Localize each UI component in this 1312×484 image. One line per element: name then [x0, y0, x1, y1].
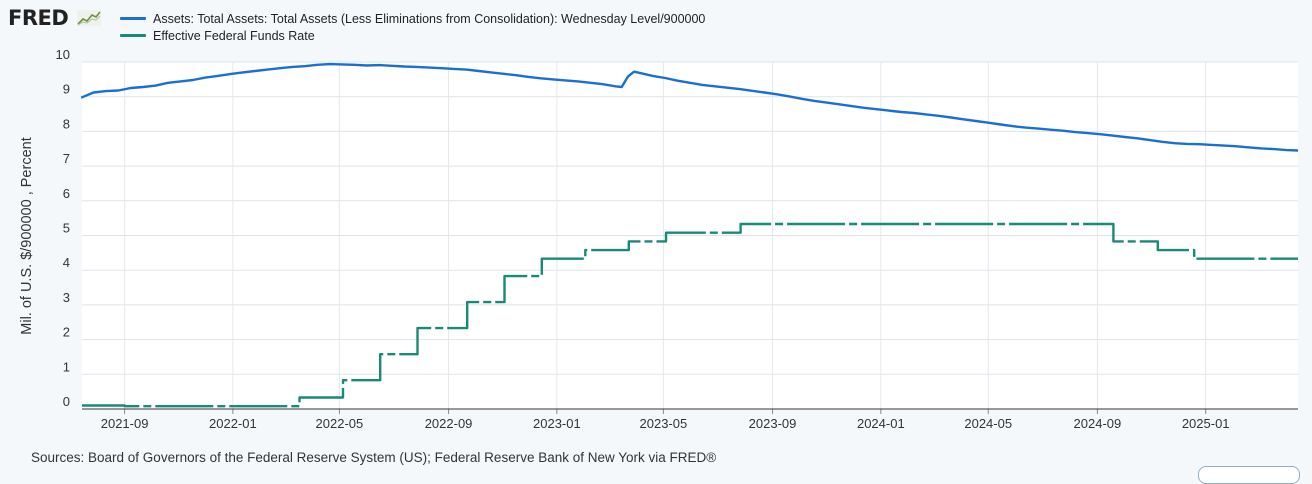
legend-label-assets: Assets: Total Assets: Total Assets (Less…	[153, 11, 706, 26]
x-tick-label: 2024-05	[964, 416, 1012, 431]
x-tick-label: 2022-09	[425, 416, 473, 431]
legend-item-fed-funds[interactable]: Effective Federal Funds Rate	[120, 27, 705, 44]
legend-swatch-fed-funds	[120, 34, 146, 37]
x-tick-label: 2023-05	[640, 416, 688, 431]
y-tick-label: 9	[63, 82, 70, 97]
plot-area[interactable]: 0 1 2 3 4 5 6 7 8 9 10 2021-09 2022-01 2022-05 2022-0…	[0, 0, 1312, 474]
series-line-fed-funds[interactable]	[82, 222, 1298, 408]
y-tick-label: 10	[56, 47, 70, 62]
y-tick-label: 7	[63, 151, 70, 166]
chart-legend: Assets: Total Assets: Total Assets (Less…	[120, 10, 705, 44]
download-tab-button[interactable]	[1198, 466, 1300, 484]
x-tick-label: 2024-01	[857, 416, 905, 431]
y-tick-label: 6	[63, 186, 70, 201]
y-tick-label: 2	[63, 325, 70, 340]
x-tick-label: 2024-09	[1074, 416, 1122, 431]
x-tick-label: 2023-09	[749, 416, 797, 431]
y-tick-label: 3	[63, 290, 70, 305]
x-tick-label: 2023-01	[533, 416, 581, 431]
legend-item-assets[interactable]: Assets: Total Assets: Total Assets (Less…	[120, 10, 705, 27]
x-tick-label: 2025-01	[1182, 416, 1230, 431]
y-tick-labels: 0 1 2 3 4 5 6 7 8 9 10	[56, 47, 70, 409]
fred-logo-text: FRED	[8, 6, 69, 30]
y-tick-label: 5	[63, 221, 70, 236]
y-tick-label: 1	[63, 359, 70, 374]
x-tick-labels: 2021-09 2022-01 2022-05 2022-09 2023-01 2023-…	[101, 416, 1230, 431]
x-tick-label: 2022-01	[209, 416, 257, 431]
y-tick-label: 0	[63, 394, 70, 409]
y-tick-label: 4	[63, 255, 70, 270]
y-tick-label: 8	[63, 116, 70, 131]
trend-chart-icon	[77, 10, 102, 26]
legend-label-fed-funds: Effective Federal Funds Rate	[153, 28, 315, 43]
x-tick-label: 2022-05	[316, 416, 364, 431]
series-line-assets[interactable]	[80, 62, 1299, 152]
grid-lines	[82, 61, 1298, 414]
x-tick-label: 2021-09	[101, 416, 149, 431]
legend-swatch-assets	[120, 17, 146, 20]
sources-note: Sources: Board of Governors of the Feder…	[31, 450, 717, 465]
series-lines	[80, 62, 1299, 408]
fred-logo[interactable]: FRED	[8, 6, 102, 30]
